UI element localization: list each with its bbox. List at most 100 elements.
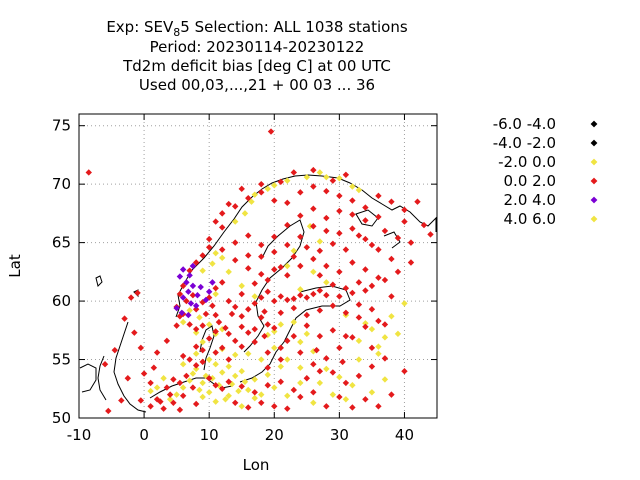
station-point <box>336 393 343 401</box>
station-point <box>310 290 317 298</box>
station-point <box>388 391 395 398</box>
station-point <box>336 344 343 352</box>
station-point <box>323 403 330 410</box>
station-point <box>209 260 216 267</box>
station-point <box>192 302 200 309</box>
station-point <box>209 279 216 286</box>
station-point <box>225 356 232 363</box>
station-point <box>179 282 187 290</box>
station-point <box>381 355 389 362</box>
y-tick-label: 50 <box>52 409 71 427</box>
station-point <box>316 169 324 176</box>
station-point <box>258 356 265 363</box>
station-point <box>284 221 291 229</box>
station-point <box>251 325 258 333</box>
station-point <box>179 361 187 368</box>
station-point <box>238 383 245 390</box>
station-point <box>166 396 174 403</box>
station-point <box>336 293 343 300</box>
station-point <box>232 256 239 264</box>
x-axis-label: Lon <box>243 456 270 474</box>
station-point <box>215 382 223 389</box>
station-point <box>197 283 204 291</box>
station-point <box>368 389 376 396</box>
station-point <box>284 356 291 363</box>
station-point <box>297 189 304 196</box>
station-point <box>323 292 330 299</box>
station-point <box>241 378 249 385</box>
station-point <box>375 192 382 200</box>
station-point <box>150 364 158 371</box>
station-point <box>368 306 376 313</box>
station-point <box>238 282 245 290</box>
station-point <box>176 379 184 387</box>
station-point <box>199 346 206 354</box>
station-point <box>199 252 206 259</box>
station-point <box>219 385 226 392</box>
station-point <box>264 288 271 295</box>
station-point <box>258 253 265 260</box>
station-point <box>199 267 206 274</box>
station-point <box>264 382 271 389</box>
station-point <box>219 224 226 231</box>
station-point <box>192 350 200 357</box>
station-point <box>251 389 258 396</box>
station-point <box>212 285 219 292</box>
station-point <box>179 318 187 326</box>
station-point <box>127 294 135 301</box>
station-point <box>297 292 304 299</box>
station-point <box>212 249 219 257</box>
station-point <box>258 399 265 406</box>
station-point <box>336 192 343 200</box>
station-point <box>342 285 350 292</box>
station-point <box>173 322 180 329</box>
station-point <box>209 302 216 309</box>
station-point <box>186 307 193 314</box>
station-point <box>401 368 408 375</box>
station-point <box>258 180 265 188</box>
legend-label: -6.0 -4.0 <box>493 115 556 133</box>
station-point <box>368 282 376 290</box>
station-point <box>306 223 314 230</box>
station-point <box>310 399 317 406</box>
station-point <box>192 400 200 408</box>
station-point <box>349 259 356 266</box>
station-point <box>264 321 271 328</box>
x-tick-label: 0 <box>139 426 149 444</box>
station-point <box>258 270 265 278</box>
station-point <box>225 378 232 385</box>
station-point <box>284 262 291 270</box>
station-point <box>401 218 408 225</box>
station-point <box>267 128 275 135</box>
station-point <box>199 393 206 401</box>
station-point <box>189 262 197 270</box>
station-point <box>232 337 239 345</box>
station-point <box>232 399 239 406</box>
station-point <box>258 314 265 321</box>
station-point <box>388 255 395 263</box>
station-point <box>199 299 206 306</box>
station-point <box>271 197 278 204</box>
station-point <box>362 204 369 211</box>
station-point <box>362 217 369 224</box>
station-point <box>212 218 219 225</box>
station-point <box>271 248 278 256</box>
station-point <box>297 393 304 401</box>
station-point <box>232 372 239 380</box>
station-point <box>140 370 148 377</box>
station-point <box>176 273 184 280</box>
x-axis-ticks: -10 0 10 20 30 40 <box>67 114 414 444</box>
station-point <box>362 287 369 294</box>
station-point <box>297 212 304 219</box>
station-point <box>284 392 291 399</box>
y-axis-ticks: 50 55 60 65 70 75 <box>52 117 437 427</box>
station-point <box>342 171 350 178</box>
station-point <box>368 241 376 249</box>
station-point <box>163 337 171 345</box>
x-tick-label: 30 <box>330 426 349 444</box>
y-tick-label: 60 <box>52 292 71 310</box>
station-point <box>381 276 389 284</box>
station-point <box>179 392 187 399</box>
station-point <box>202 310 210 318</box>
station-point <box>427 231 434 238</box>
